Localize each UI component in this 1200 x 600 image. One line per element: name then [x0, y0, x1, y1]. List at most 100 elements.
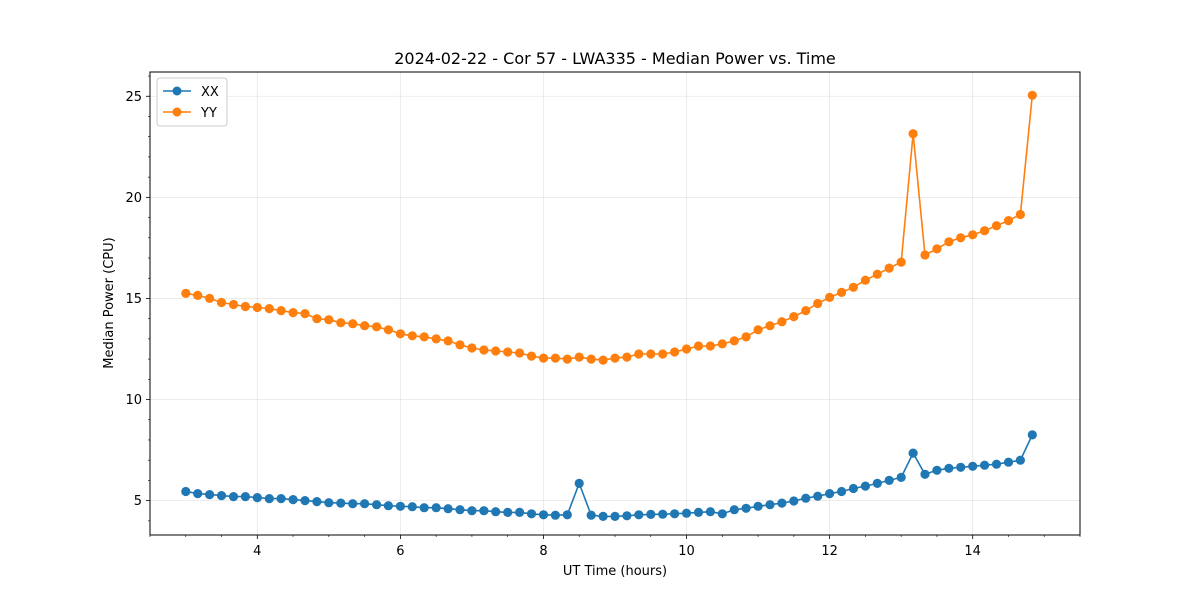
- data-point-yy: [646, 349, 656, 359]
- data-point-xx: [991, 459, 1002, 469]
- legend: XX YY: [156, 77, 228, 127]
- data-point-xx: [860, 481, 871, 491]
- data-point-yy: [825, 292, 835, 302]
- data-point-xx: [252, 493, 262, 503]
- data-point-xx: [789, 496, 799, 506]
- data-point-xx: [765, 500, 775, 510]
- data-point-yy: [634, 349, 644, 359]
- data-point-yy: [860, 275, 871, 285]
- data-point-xx: [479, 506, 489, 516]
- data-point-xx: [216, 491, 227, 501]
- y-tick-label: 20: [125, 191, 142, 206]
- data-point-yy: [240, 301, 250, 312]
- data-point-xx: [407, 502, 417, 512]
- data-point-yy: [944, 237, 954, 247]
- data-point-yy: [264, 304, 274, 314]
- data-point-xx: [276, 494, 286, 504]
- data-point-yy: [324, 315, 334, 325]
- data-point-xx: [598, 511, 608, 521]
- data-point-xx: [658, 509, 668, 519]
- legend-swatch-xx-marker: [172, 86, 182, 96]
- data-point-xx: [312, 497, 322, 507]
- data-point-yy: [550, 353, 561, 363]
- data-point-xx: [717, 509, 727, 519]
- data-point-yy: [1015, 209, 1025, 220]
- data-point-xx: [300, 496, 310, 506]
- data-point-xx: [491, 507, 501, 517]
- data-point-xx: [562, 510, 572, 520]
- data-point-xx: [336, 498, 346, 508]
- data-point-yy: [729, 336, 739, 346]
- data-point-yy: [658, 349, 668, 359]
- data-point-yy: [515, 348, 525, 358]
- data-point-yy: [491, 346, 501, 356]
- data-point-yy: [753, 325, 763, 335]
- data-point-xx: [837, 486, 847, 497]
- data-point-yy: [980, 226, 990, 236]
- data-point-xx: [980, 460, 990, 470]
- data-point-yy: [837, 287, 847, 297]
- data-point-xx: [1027, 430, 1037, 440]
- data-point-xx: [825, 489, 835, 499]
- x-tick-label: 10: [678, 544, 695, 559]
- data-point-yy: [479, 345, 489, 355]
- y-tick-label: 5: [134, 494, 142, 509]
- data-point-yy: [300, 309, 310, 319]
- data-point-xx: [932, 465, 942, 475]
- data-point-xx: [1015, 455, 1025, 465]
- data-point-yy: [431, 334, 441, 344]
- data-point-yy: [872, 269, 882, 279]
- data-point-yy: [336, 318, 346, 328]
- data-point-yy: [681, 344, 692, 354]
- x-axis-label: UT Time (hours): [563, 564, 667, 579]
- data-point-yy: [908, 129, 918, 139]
- data-point-xx: [181, 486, 191, 497]
- data-point-yy: [789, 312, 799, 322]
- x-tick-label: 4: [253, 544, 261, 559]
- data-point-yy: [777, 317, 787, 327]
- data-point-xx: [538, 510, 549, 520]
- data-point-yy: [932, 244, 942, 254]
- axis-ticks: 4 6 8 10 12 14 5 10 15 20 25: [125, 75, 1081, 559]
- data-point-yy: [813, 298, 823, 309]
- chart-title: 2024-02-22 - Cor 57 - LWA335 - Median Po…: [394, 49, 836, 68]
- data-point-yy: [562, 354, 572, 364]
- data-point-xx: [383, 501, 393, 511]
- x-tick-label: 6: [396, 544, 404, 559]
- data-point-yy: [884, 263, 894, 273]
- data-point-xx: [455, 505, 465, 515]
- data-point-xx: [431, 503, 441, 513]
- data-point-yy: [205, 293, 215, 303]
- data-point-yy: [455, 340, 465, 350]
- data-point-xx: [622, 511, 632, 521]
- data-point-xx: [240, 492, 250, 502]
- data-point-xx: [264, 494, 274, 504]
- data-point-xx: [920, 469, 930, 479]
- data-point-xx: [395, 501, 405, 511]
- data-point-xx: [193, 489, 203, 499]
- data-point-xx: [586, 510, 596, 520]
- data-point-yy: [741, 332, 751, 342]
- data-point-yy: [574, 352, 584, 362]
- data-point-yy: [765, 321, 775, 331]
- data-point-yy: [360, 321, 370, 331]
- data-point-xx: [467, 506, 477, 516]
- y-axis-label: Median Power (CPU): [102, 237, 117, 368]
- data-point-yy: [252, 302, 262, 313]
- data-point-xx: [324, 498, 334, 508]
- data-point-yy: [276, 306, 286, 316]
- data-point-xx: [646, 509, 656, 519]
- data-point-yy: [598, 355, 608, 365]
- data-point-yy: [467, 343, 477, 353]
- x-tick-label: 14: [964, 544, 981, 559]
- data-point-yy: [216, 297, 227, 308]
- data-point-xx: [670, 509, 680, 519]
- data-point-xx: [956, 462, 966, 472]
- y-tick-label: 10: [125, 393, 142, 408]
- plot-area: [150, 72, 1080, 535]
- data-point-yy: [348, 319, 358, 329]
- data-point-yy: [383, 325, 393, 335]
- data-point-yy: [693, 341, 704, 351]
- data-point-xx: [813, 491, 823, 501]
- data-point-yy: [443, 336, 453, 346]
